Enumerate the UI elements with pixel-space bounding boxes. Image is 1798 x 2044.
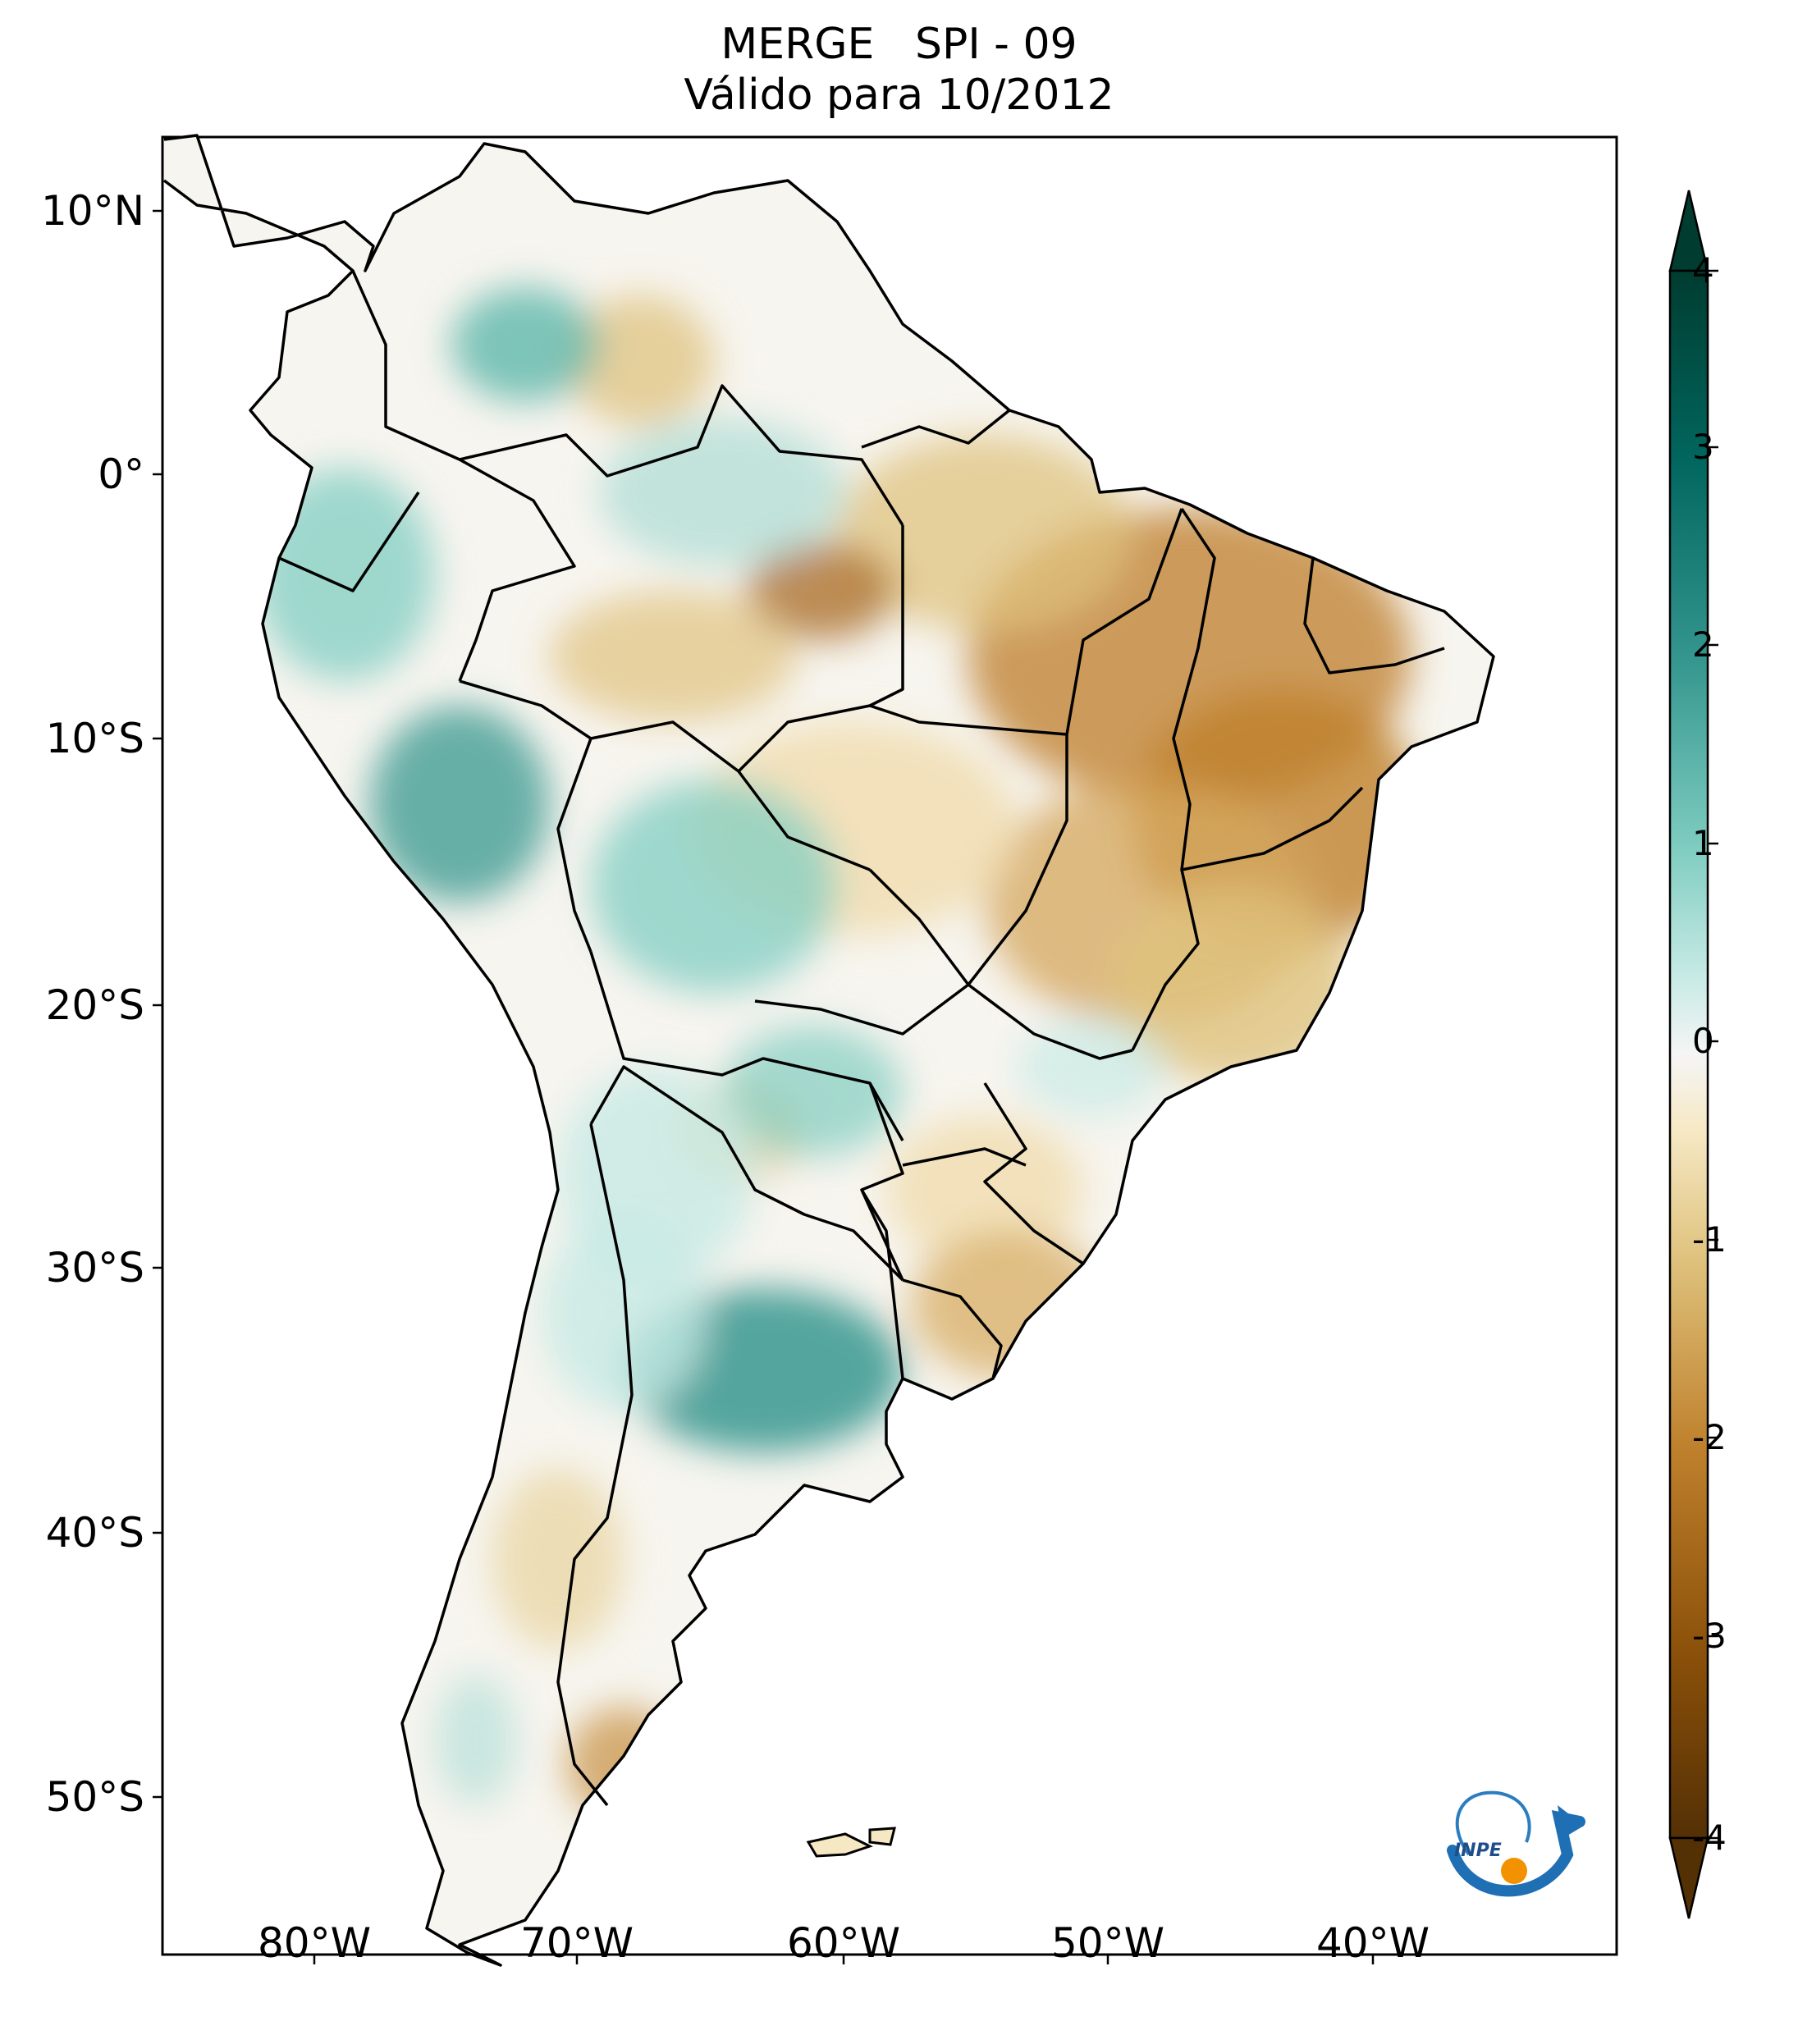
coastline-borders: [162, 134, 1495, 1967]
y-tick-label: 10°N: [40, 187, 144, 235]
colorbar-label: 3: [1692, 427, 1714, 467]
y-tick-label: 40°S: [45, 1509, 144, 1557]
y-tick-label: 30°S: [45, 1244, 144, 1292]
axis-ticks: [153, 209, 1375, 1964]
colorbar-label: -4: [1692, 1818, 1727, 1858]
map-title-line2: Válido para 10/2012: [684, 71, 1114, 120]
map-title-line1: MERGE SPI - 09: [721, 20, 1077, 69]
x-tick-label: 70°W: [519, 1919, 634, 1967]
colorbar-label: 0: [1692, 1021, 1714, 1061]
x-tick-label: 60°W: [786, 1919, 901, 1967]
colorbar-label: 2: [1692, 624, 1714, 665]
colorbar-label: -3: [1692, 1616, 1727, 1656]
y-tick-label: 0°: [98, 450, 144, 498]
colorbar-label: 4: [1692, 250, 1714, 290]
inpe-logo: INPE: [1447, 1790, 1585, 1897]
y-tick-label: 10°S: [45, 715, 144, 762]
colorbar-label: -1: [1692, 1219, 1727, 1260]
colorbar: [1668, 190, 1718, 1919]
x-tick-label: 80°W: [257, 1919, 372, 1967]
x-tick-label: 50°W: [1050, 1919, 1165, 1967]
y-tick-label: 20°S: [45, 981, 144, 1029]
falkland-islands: [806, 1827, 896, 1858]
x-tick-label: 40°W: [1315, 1919, 1430, 1967]
colorbar-label: -2: [1692, 1417, 1727, 1457]
inpe-logo-text: INPE: [1454, 1841, 1502, 1861]
colorbar-label: 1: [1692, 823, 1714, 863]
y-tick-label: 50°S: [45, 1773, 144, 1821]
